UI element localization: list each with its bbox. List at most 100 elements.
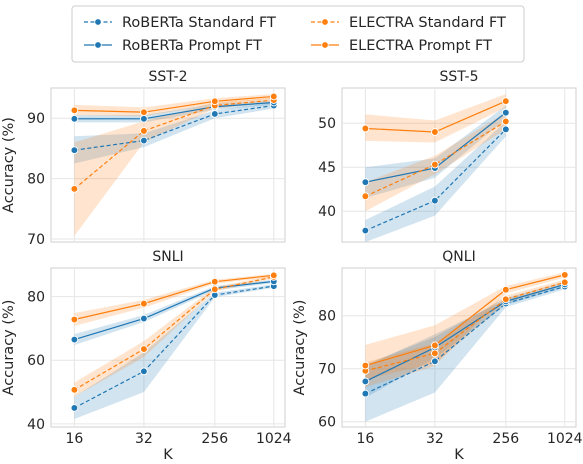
y-tick-label: 60 bbox=[27, 353, 45, 369]
data-point-electra-prompt-ft bbox=[210, 97, 219, 106]
data-point-electra-standard-ft bbox=[70, 185, 79, 193]
confidence-band-roberta-standard-ft bbox=[365, 121, 506, 242]
legend-swatch-marker bbox=[321, 41, 329, 49]
legend-label: ELECTRA Standard FT bbox=[349, 15, 506, 31]
data-point-electra-standard-ft bbox=[361, 192, 370, 201]
legend-entry-electra-standard-ft: ELECTRA Standard FT bbox=[311, 15, 506, 31]
y-tick-label: 60 bbox=[318, 415, 336, 431]
data-point-electra-prompt-ft bbox=[361, 124, 370, 133]
data-point-roberta-prompt-ft bbox=[361, 377, 370, 386]
legend-swatch-marker bbox=[321, 18, 329, 26]
panels: 70 80 90 SST-2 Accuracy (%) 40 45 50 SST-5 40 60 80… bbox=[1, 69, 583, 463]
data-point-electra-prompt-ft bbox=[70, 315, 79, 324]
x-tick-label: 1024 bbox=[256, 431, 292, 447]
data-point-electra-prompt-ft bbox=[501, 97, 510, 106]
y-tick-label: 45 bbox=[318, 160, 336, 176]
data-point-roberta-standard-ft bbox=[501, 125, 510, 134]
confidence-band-roberta-standard-ft bbox=[365, 283, 565, 422]
data-point-electra-prompt-ft bbox=[269, 92, 278, 101]
y-axis-label: Accuracy (%) bbox=[1, 300, 17, 396]
legend-swatch-marker bbox=[94, 18, 102, 26]
confidence-band-electra-prompt-ft bbox=[74, 94, 274, 117]
y-axis-label: Accuracy (%) bbox=[1, 117, 17, 213]
data-point-electra-prompt-ft bbox=[70, 106, 79, 115]
plot-area bbox=[341, 267, 577, 428]
legend-frame bbox=[71, 5, 525, 63]
data-point-roberta-standard-ft bbox=[140, 136, 148, 145]
plot-area bbox=[50, 87, 286, 243]
data-point-roberta-prompt-ft bbox=[140, 114, 148, 123]
x-axis-label: K bbox=[454, 447, 464, 460]
panel-sst-2: 70 80 90 SST-2 Accuracy (%) bbox=[1, 69, 286, 248]
y-tick-label: 50 bbox=[318, 116, 336, 132]
confidence-band-electra-standard-ft bbox=[74, 97, 274, 236]
data-point-roberta-standard-ft bbox=[431, 196, 439, 205]
data-point-electra-prompt-ft bbox=[560, 271, 569, 279]
series-line-roberta-prompt-ft bbox=[74, 101, 274, 120]
series-line-electra-prompt-ft bbox=[74, 274, 274, 321]
data-point-roberta-standard-ft bbox=[70, 404, 79, 412]
panel-title: SNLI bbox=[152, 249, 183, 265]
confidence-band-roberta-standard-ft bbox=[74, 102, 274, 164]
y-tick-label: 90 bbox=[27, 111, 45, 127]
x-tick-label: 256 bbox=[492, 431, 519, 447]
series-line-electra-standard-ft bbox=[365, 120, 507, 197]
x-tick-label: 256 bbox=[201, 431, 228, 447]
plot-area bbox=[341, 87, 577, 243]
x-tick-label: 16 bbox=[356, 431, 374, 447]
series-line-electra-standard-ft bbox=[74, 99, 274, 190]
x-tick-label: 32 bbox=[426, 431, 444, 447]
panel-title: SST-2 bbox=[149, 69, 188, 85]
data-point-electra-prompt-ft bbox=[501, 285, 510, 294]
data-point-electra-prompt-ft bbox=[210, 277, 219, 286]
confidence-band-electra-standard-ft bbox=[365, 279, 565, 380]
series-line-roberta-standard-ft bbox=[365, 285, 565, 395]
confidence-band-electra-standard-ft bbox=[74, 275, 274, 397]
data-point-electra-standard-ft bbox=[501, 295, 510, 304]
plot-area bbox=[50, 267, 286, 428]
data-point-roberta-prompt-ft bbox=[501, 108, 510, 117]
data-point-roberta-prompt-ft bbox=[70, 114, 79, 123]
data-point-roberta-prompt-ft bbox=[70, 335, 79, 344]
data-point-electra-prompt-ft bbox=[431, 341, 439, 350]
data-point-electra-standard-ft bbox=[140, 127, 148, 135]
legend-entry-roberta-prompt-ft: RoBERTa Prompt FT bbox=[84, 38, 262, 54]
data-point-electra-standard-ft bbox=[140, 345, 148, 353]
series-line-electra-prompt-ft bbox=[365, 274, 565, 367]
y-tick-label: 80 bbox=[27, 290, 45, 306]
data-point-electra-standard-ft bbox=[431, 160, 439, 169]
legend-entry-roberta-standard-ft: RoBERTa Standard FT bbox=[84, 15, 276, 31]
data-point-roberta-standard-ft bbox=[140, 367, 148, 376]
panel-qnli: 60 70 80 QNLI Accuracy (%) 16 32 256 1024 K bbox=[292, 249, 583, 463]
series-line-electra-standard-ft bbox=[74, 276, 274, 391]
y-tick-label: 80 bbox=[318, 309, 336, 325]
data-point-electra-prompt-ft bbox=[269, 271, 278, 280]
series-line-roberta-prompt-ft bbox=[74, 280, 274, 341]
data-point-electra-standard-ft bbox=[210, 285, 219, 294]
data-point-electra-prompt-ft bbox=[140, 108, 148, 117]
confidence-band-electra-prompt-ft bbox=[74, 273, 274, 326]
data-point-electra-standard-ft bbox=[560, 278, 569, 287]
panel-title: QNLI bbox=[442, 249, 475, 265]
data-point-electra-standard-ft bbox=[501, 117, 510, 126]
data-point-electra-prompt-ft bbox=[361, 361, 370, 370]
series-line-roberta-prompt-ft bbox=[365, 283, 565, 382]
y-tick-label: 80 bbox=[27, 172, 45, 188]
legend-entry-electra-prompt-ft: ELECTRA Prompt FT bbox=[311, 38, 492, 54]
confidence-band-electra-prompt-ft bbox=[365, 272, 565, 388]
legend-label: ELECTRA Prompt FT bbox=[349, 38, 492, 54]
legend-label: RoBERTa Standard FT bbox=[122, 15, 276, 31]
data-point-roberta-standard-ft bbox=[431, 357, 439, 366]
y-tick-label: 70 bbox=[318, 362, 336, 378]
x-tick-label: 16 bbox=[65, 431, 83, 447]
panel-sst-5: 40 45 50 SST-5 bbox=[318, 69, 577, 243]
panel-snli: 40 60 80 SNLI Accuracy (%) 16 32 256 1024 K bbox=[1, 249, 292, 463]
legend-label: RoBERTa Prompt FT bbox=[122, 38, 262, 54]
legend-items: RoBERTa Standard FT RoBERTa Prompt FT ELEC… bbox=[84, 15, 506, 54]
x-tick-label: 32 bbox=[135, 431, 153, 447]
panel-title: SST-5 bbox=[440, 69, 479, 85]
data-point-roberta-standard-ft bbox=[70, 146, 79, 155]
y-axis-label: Accuracy (%) bbox=[292, 300, 308, 396]
